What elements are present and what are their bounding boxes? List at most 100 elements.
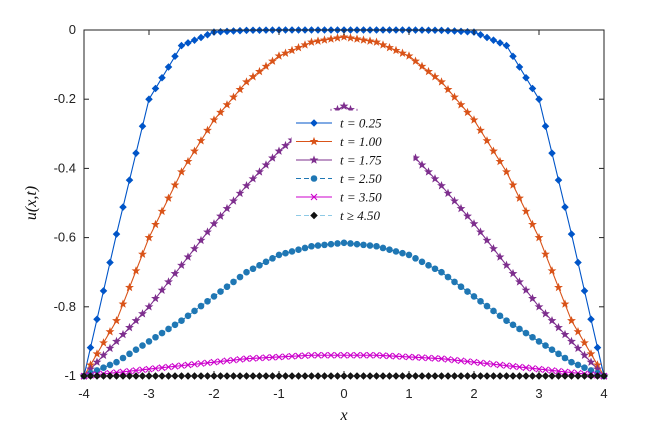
- data-point: [567, 315, 576, 325]
- data-point: [170, 268, 180, 278]
- x-tick-label: -2: [208, 386, 220, 401]
- data-point: [418, 258, 426, 266]
- data-point: [464, 358, 471, 365]
- data-point: [321, 241, 328, 249]
- data-point: [282, 353, 289, 361]
- data-point: [223, 283, 231, 291]
- data-point: [230, 278, 237, 286]
- data-point: [249, 354, 257, 362]
- data-point: [470, 293, 478, 300]
- data-point: [327, 240, 335, 248]
- data-point: [496, 39, 504, 47]
- data-point: [378, 40, 388, 49]
- data-point: [528, 219, 537, 229]
- y-tick-label: -1: [64, 368, 76, 383]
- data-point: [392, 352, 400, 360]
- data-point: [548, 367, 556, 374]
- data-point: [118, 329, 128, 339]
- data-point: [483, 33, 491, 42]
- data-point: [477, 359, 484, 367]
- data-point: [561, 203, 569, 211]
- data-point: [184, 39, 192, 47]
- data-point: [554, 176, 563, 184]
- data-point: [476, 227, 485, 236]
- data-point: [339, 32, 349, 41]
- data-point: [535, 95, 543, 103]
- data-point: [165, 363, 172, 371]
- data-point: [476, 31, 485, 39]
- data-point: [171, 52, 179, 61]
- x-tick-label: -3: [143, 386, 155, 401]
- data-point: [580, 350, 589, 359]
- data-point: [417, 160, 427, 169]
- data-point: [268, 56, 277, 65]
- data-point: [157, 285, 167, 294]
- data-point: [412, 353, 419, 361]
- data-point: [261, 61, 271, 71]
- data-point: [256, 261, 263, 269]
- data-point: [379, 352, 387, 359]
- data-point: [541, 122, 550, 130]
- data-point: [581, 364, 588, 371]
- data-point: [431, 354, 439, 362]
- data-point: [568, 358, 575, 366]
- data-point: [112, 315, 121, 325]
- data-point: [347, 351, 354, 359]
- data-point: [444, 273, 452, 281]
- data-point: [430, 174, 440, 183]
- data-point: [541, 309, 550, 318]
- data-point: [574, 258, 582, 267]
- x-tick-label: -4: [78, 386, 90, 401]
- data-point: [268, 153, 277, 162]
- data-point: [457, 357, 465, 365]
- data-point: [593, 343, 602, 352]
- data-point: [477, 297, 484, 305]
- data-point: [269, 255, 276, 262]
- data-point: [99, 287, 108, 295]
- data-point: [443, 84, 453, 94]
- data-point: [314, 351, 322, 359]
- data-point: [489, 244, 498, 253]
- data-point: [255, 167, 264, 176]
- data-point: [424, 66, 433, 76]
- series-markers-0: [80, 26, 608, 380]
- data-point: [502, 167, 511, 176]
- data-point: [404, 51, 414, 60]
- data-point: [308, 242, 315, 250]
- data-point: [516, 325, 523, 333]
- data-point: [534, 232, 544, 242]
- data-point: [197, 33, 205, 42]
- data-point: [386, 246, 393, 254]
- data-point: [184, 312, 192, 320]
- data-point: [555, 350, 562, 358]
- data-point: [398, 48, 407, 57]
- data-point: [164, 63, 173, 71]
- data-point: [326, 34, 336, 43]
- data-point: [126, 367, 133, 375]
- data-point: [508, 268, 518, 278]
- data-point: [372, 37, 381, 46]
- data-point: [223, 357, 231, 365]
- data-point: [256, 354, 263, 362]
- data-point: [119, 354, 127, 362]
- data-point: [300, 40, 310, 49]
- data-point: [301, 352, 309, 359]
- data-point: [353, 351, 361, 359]
- data-point: [92, 349, 102, 358]
- data-point: [190, 36, 199, 44]
- data-point: [373, 351, 380, 359]
- data-point: [541, 249, 550, 258]
- data-point: [248, 174, 258, 183]
- data-point: [366, 242, 374, 249]
- data-point: [411, 56, 420, 65]
- data-point: [503, 362, 510, 370]
- y-tick-label: -0.6: [54, 230, 76, 245]
- data-point: [203, 125, 212, 135]
- data-point: [490, 360, 497, 368]
- data-point: [450, 92, 459, 101]
- data-point: [217, 288, 224, 295]
- data-point: [469, 219, 479, 228]
- data-point: [340, 351, 348, 359]
- data-point: [561, 354, 569, 362]
